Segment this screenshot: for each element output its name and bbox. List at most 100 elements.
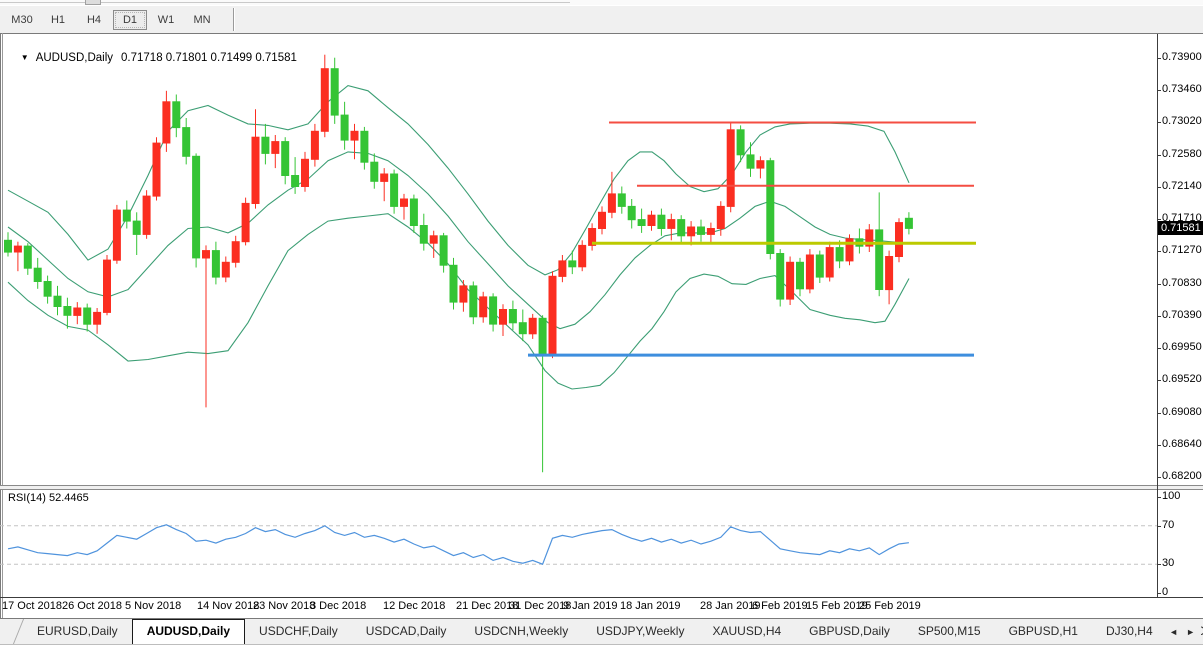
price-axis-tick [1157, 90, 1161, 91]
time-axis-label: 3 Dec 2018 [310, 600, 367, 612]
timeframe-toolbar: M30 H1 H4 D1 W1 MN [0, 6, 1203, 33]
candles-layer [4, 54, 913, 473]
main-price-plot[interactable] [0, 39, 1157, 485]
rsi-plot[interactable] [0, 490, 1157, 597]
tab-scroll-right-icon[interactable]: ► [1186, 626, 1195, 637]
tab-usdjpy-weekly[interactable]: USDJPY,Weekly [596, 624, 685, 638]
horizontal-lines-layer[interactable] [528, 121, 976, 357]
top-strip-line [0, 2, 570, 3]
rsi-axis-tick [1157, 593, 1161, 594]
tab-dj30-h4[interactable]: DJ30,H4 [1105, 624, 1153, 638]
rsi-title: RSI(14) 52.4465 [8, 492, 89, 504]
rsi-axis-tick [1157, 564, 1161, 565]
price-axis-tick [1157, 380, 1161, 381]
chart-window-top-border [0, 33, 1203, 34]
time-axis-label: 15 Feb 2019 [806, 600, 868, 612]
price-axis-label: 0.70830 [1162, 277, 1202, 289]
timeframe-button-H1[interactable]: H1 [50, 13, 66, 26]
rsi-axis-label: 0 [1162, 586, 1169, 598]
price-axis-tick [1157, 284, 1161, 285]
time-axis-label: 26 Oct 2018 [62, 600, 122, 612]
price-axis-tick [1157, 348, 1161, 349]
tab-gbpusd-h1[interactable]: GBPUSD,H1 [1008, 624, 1078, 638]
symbol-tab-bar: EURUSD,Daily AUDUSD,Daily USDCHF,Daily USDC… [0, 619, 1203, 645]
chart-title: ▼ AUDUSD,Daily 0.71718 0.71801 0.71499 0.7… [8, 40, 297, 76]
tab-audusd-daily[interactable]: AUDUSD,Daily [131, 619, 246, 644]
chart-title-symbol: AUDUSD,Daily [35, 52, 114, 64]
chart-window-left-border [0, 33, 1, 618]
time-axis-label: 18 Jan 2019 [620, 600, 681, 612]
top-strip-handle[interactable] [85, 0, 101, 5]
current-price-badge: 0.71581 [1158, 221, 1203, 235]
tab-scroll-left-icon[interactable]: ◄ [1169, 626, 1179, 637]
rsi-label: RSI(14) [8, 492, 46, 504]
panel-splitter[interactable] [0, 485, 1203, 490]
tab-gbpusd-daily[interactable]: GBPUSD,Daily [809, 624, 890, 638]
time-axis-label: 28 Jan 2019 [700, 600, 761, 612]
price-axis-label: 0.68200 [1162, 470, 1202, 482]
price-axis-label: 0.73460 [1162, 83, 1202, 95]
timeframe-button-D1[interactable]: D1 [113, 9, 147, 30]
price-axis-label: 0.73900 [1162, 51, 1202, 63]
chart-collapse-icon[interactable]: ▼ [20, 53, 29, 62]
timeframe-button-H4[interactable]: H4 [86, 13, 102, 26]
time-axis-label: 31 Dec 2018 [509, 600, 572, 612]
price-axis-tick [1157, 187, 1161, 188]
price-axis-tick [1157, 219, 1161, 220]
time-axis-label: 9 Jan 2019 [563, 600, 618, 612]
time-axis-label: 6 Feb 2019 [752, 600, 808, 612]
time-axis-label: 14 Nov 2018 [197, 600, 260, 612]
price-axis-label: 0.68640 [1162, 438, 1202, 450]
timeframe-button-M30[interactable]: M30 [11, 13, 33, 26]
timeframe-button-W1[interactable]: W1 [157, 13, 175, 26]
tab-bar-top-border [0, 618, 1203, 619]
time-axis-label: 21 Dec 2018 [456, 600, 519, 612]
rsi-line [7, 524, 909, 565]
rsi-axis-tick [1157, 526, 1161, 527]
tab-usdcad-daily[interactable]: USDCAD,Daily [365, 624, 447, 638]
price-axis-tick [1157, 251, 1161, 252]
price-axis-line [1157, 34, 1158, 598]
tab-eurusd-daily[interactable]: EURUSD,Daily [37, 624, 118, 638]
tab-xauusd-h4[interactable]: XAUUSD,H4 [712, 624, 782, 638]
rsi-axis-tick [1157, 497, 1161, 498]
price-axis-tick [1157, 477, 1161, 478]
rsi-axis-label: 100 [1162, 490, 1181, 502]
toolbar-separator [233, 8, 235, 31]
price-axis-label: 0.72580 [1162, 148, 1202, 160]
price-axis-tick [1157, 58, 1161, 59]
time-axis-label: 23 Nov 2018 [253, 600, 316, 612]
chart-window-left-border-inner [2, 33, 3, 618]
timeframe-button-MN[interactable]: MN [193, 13, 211, 26]
rsi-value: 52.4465 [48, 492, 89, 504]
price-axis-label: 0.71270 [1162, 244, 1202, 256]
rsi-axis-label: 70 [1162, 519, 1175, 531]
bollinger-upper [7, 84, 910, 276]
rsi-axis-label: 30 [1162, 557, 1175, 569]
chart-title-ohlc: 0.71718 0.71801 0.71499 0.71581 [121, 52, 297, 64]
price-axis-tick [1157, 316, 1161, 317]
window-top-strip [0, 0, 1203, 5]
price-axis-label: 0.69520 [1162, 373, 1202, 385]
time-axis-label: 25 Feb 2019 [859, 600, 921, 612]
price-axis-tick [1157, 413, 1161, 414]
tab-sp500-m15[interactable]: SP500,M15 [917, 624, 981, 638]
price-axis-tick [1157, 445, 1161, 446]
bollinger-middle [7, 151, 910, 330]
tab-usdcnh-weekly[interactable]: USDCNH,Weekly [474, 624, 569, 638]
price-axis-label: 0.73020 [1162, 115, 1202, 127]
price-axis-label: 0.69950 [1162, 341, 1202, 353]
tab-scroll-arrows: ◄ ► [1163, 619, 1201, 644]
time-axis-label: 5 Nov 2018 [125, 600, 182, 612]
price-axis-label: 0.72140 [1162, 180, 1202, 192]
tab-usdchf-daily[interactable]: USDCHF,Daily [259, 624, 338, 638]
time-axis-label: 17 Oct 2018 [2, 600, 62, 612]
chart-background [3, 34, 1203, 618]
time-axis-label: 12 Dec 2018 [383, 600, 446, 612]
price-axis-tick [1157, 122, 1161, 123]
price-axis-label: 0.70390 [1162, 309, 1202, 321]
time-axis-top-border [0, 597, 1203, 598]
price-axis-tick [1157, 155, 1161, 156]
price-axis-label: 0.69080 [1162, 406, 1202, 418]
